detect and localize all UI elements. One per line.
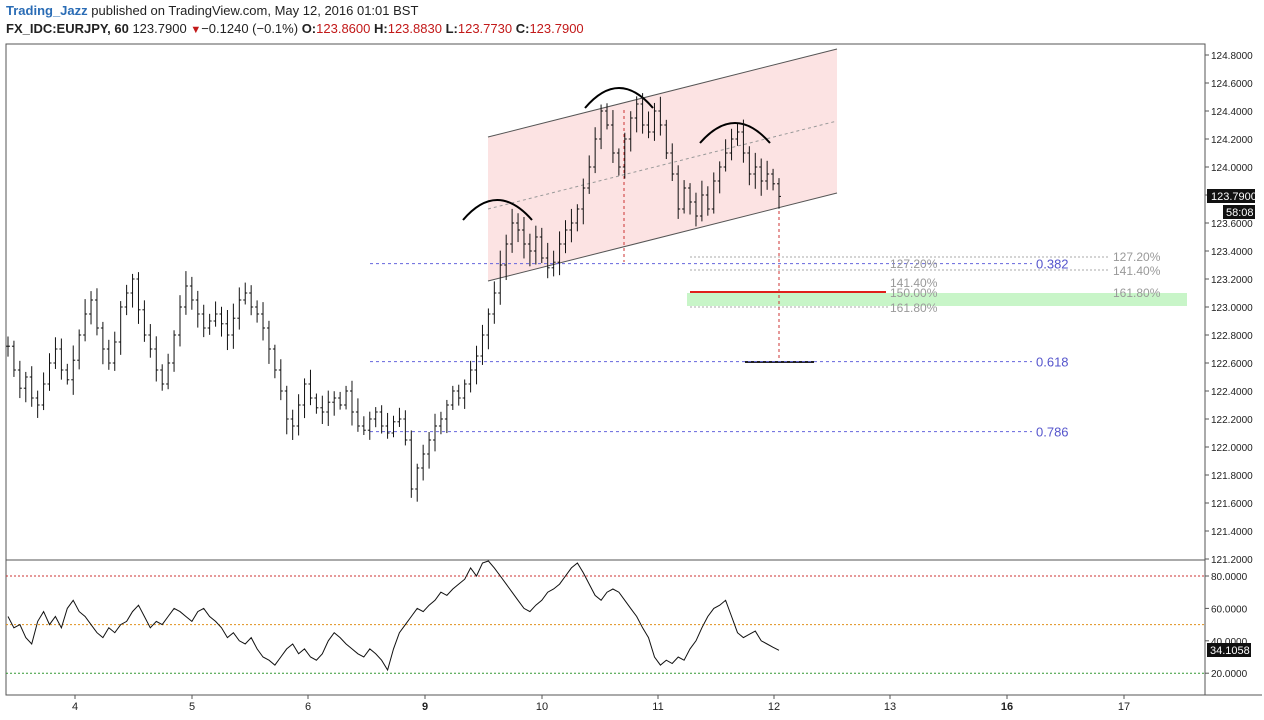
y-tick-label: 123.2000 <box>1211 275 1253 286</box>
last-price-badge <box>1207 189 1255 203</box>
ext-label-right-141: 141.40% <box>1113 264 1161 278</box>
x-tick-label: 17 <box>1118 701 1130 713</box>
y-tick-label: 124.2000 <box>1211 135 1253 146</box>
countdown-badge-text: 58:08 <box>1226 207 1254 219</box>
low-label: L: <box>445 21 458 36</box>
rsi-value-badge-text: 34.1058 <box>1210 645 1250 657</box>
price-change: −0.1240 (−0.1%) <box>201 21 299 36</box>
rsi-tick-label: 80.0000 <box>1211 572 1248 583</box>
x-tick-label: 9 <box>422 701 428 713</box>
x-tick-label: 13 <box>884 701 896 713</box>
left-shoulder-arc[interactable] <box>462 199 533 221</box>
x-tick-label: 16 <box>1001 701 1013 713</box>
publisher-line: Trading_Jazz published on TradingView.co… <box>6 3 418 18</box>
y-tick-label: 123.6000 <box>1211 219 1253 230</box>
open-label: O: <box>301 21 317 36</box>
last-price-badge-text: 123.7900 <box>1211 191 1257 203</box>
y-tick-label: 123.4000 <box>1211 247 1253 258</box>
ext-label-right-161: 161.80% <box>1113 286 1161 300</box>
y-tick-label: 122.4000 <box>1211 387 1253 398</box>
symbol-line: FX_IDC:EURJPY, 60 123.7900 ▼−0.1240 (−0.… <box>6 21 584 36</box>
y-tick-label: 122.2000 <box>1211 415 1253 426</box>
channel-fill[interactable] <box>488 49 837 281</box>
x-tick-label: 12 <box>768 701 780 713</box>
high-value: 123.8830 <box>387 21 442 36</box>
y-tick-label: 122.6000 <box>1211 359 1253 370</box>
close-value: 123.7900 <box>529 21 584 36</box>
close-label: C: <box>515 21 530 36</box>
y-tick-label: 124.8000 <box>1211 51 1253 62</box>
fib-label: 0.382 <box>1036 257 1069 272</box>
rsi-value-badge <box>1207 643 1251 657</box>
y-tick-label: 122.0000 <box>1211 443 1253 454</box>
rsi-tick-label: 60.0000 <box>1211 604 1248 615</box>
down-triangle-icon: ▼ <box>190 24 202 36</box>
fib-label: 0.618 <box>1036 355 1069 370</box>
symbol-name[interactable]: FX_IDC:EURJPY, 60 <box>6 21 129 36</box>
ext-label-right-127: 127.20% <box>1113 250 1161 264</box>
open-value: 123.8600 <box>316 21 371 36</box>
y-tick-label: 121.4000 <box>1211 527 1253 538</box>
y-tick-label: 124.0000 <box>1211 163 1253 174</box>
rsi-tick-label: 20.0000 <box>1211 669 1248 680</box>
countdown-badge <box>1223 205 1255 219</box>
publish-info: published on TradingView.com, May 12, 20… <box>91 3 419 18</box>
ext-label-mid-141: 141.40% <box>890 276 938 290</box>
high-label: H: <box>374 21 388 36</box>
x-tick-label: 6 <box>305 701 311 713</box>
head-arc[interactable] <box>584 87 654 109</box>
ext-label-mid-161: 161.80% <box>890 301 938 315</box>
x-tick-label: 5 <box>189 701 195 713</box>
y-tick-label: 124.6000 <box>1211 79 1253 90</box>
low-value: 123.7730 <box>457 21 513 36</box>
x-tick-label: 11 <box>652 701 663 713</box>
last-price: 123.7900 <box>132 21 187 36</box>
ext-label-mid-127: 127.20% <box>890 257 938 271</box>
y-tick-label: 121.6000 <box>1211 499 1253 510</box>
target-zone[interactable] <box>687 293 1187 306</box>
channel-upper-line[interactable] <box>487 48 838 138</box>
right-shoulder-arc[interactable] <box>699 122 771 144</box>
y-tick-label: 121.8000 <box>1211 471 1253 482</box>
x-tick-label: 4 <box>72 701 78 713</box>
rsi-line <box>7 560 780 672</box>
x-tick-label: 10 <box>536 701 548 713</box>
rsi-tick-label: 40.0000 <box>1211 637 1248 648</box>
author-link[interactable]: Trading_Jazz <box>6 3 88 18</box>
y-tick-label: 122.8000 <box>1211 331 1253 342</box>
y-tick-label: 121.2000 <box>1211 555 1253 566</box>
y-tick-label: 123.0000 <box>1211 303 1253 314</box>
ext-label-mid-150: 150.00% <box>890 286 938 300</box>
y-tick-label: 124.4000 <box>1211 107 1253 118</box>
fib-label: 0.786 <box>1036 425 1069 440</box>
